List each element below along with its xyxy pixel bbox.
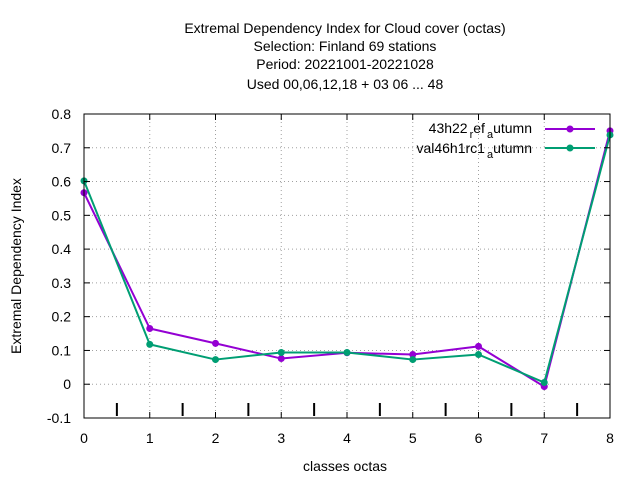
grid — [84, 114, 610, 418]
title-line-1: Extremal Dependency Index for Cloud cove… — [184, 20, 505, 36]
legend-label-2-main: val46h1rc1 — [416, 140, 485, 156]
series-2-point — [475, 350, 482, 358]
x-tick-label: 3 — [277, 430, 285, 446]
series-2-point — [212, 356, 219, 364]
y-tick-label: 0.5 — [52, 207, 72, 223]
legend-marker-2 — [566, 144, 574, 152]
chart-title: Extremal Dependency Index for Cloud cove… — [184, 20, 505, 92]
series-2-point — [343, 348, 351, 356]
x-tick-label: 0 — [80, 430, 88, 446]
y-tick-labels: -0.1 0 0.1 0.2 0.3 0.4 0.5 0.6 0.7 0.8 — [47, 106, 71, 426]
y-tick-label: 0.6 — [52, 174, 72, 190]
x-tick-label: 5 — [409, 430, 417, 446]
series-1-point — [212, 339, 219, 347]
series-1-point — [146, 324, 154, 332]
legend-label-2: val46h1rc1 autumn — [416, 140, 532, 161]
x-axis-label: classes octas — [303, 458, 387, 474]
y-tick-label: 0.4 — [52, 241, 72, 257]
legend-label-1-sub1: r — [470, 129, 474, 141]
x-tick-label: 2 — [212, 430, 220, 446]
title-line-2: Selection: Finland 69 stations — [254, 38, 437, 54]
x-tick-label: 8 — [606, 430, 614, 446]
x-tick-label: 7 — [540, 430, 548, 446]
legend-label-2-sub1: a — [487, 149, 494, 161]
y-tick-label: -0.1 — [47, 410, 71, 426]
y-tick-label: 0.3 — [52, 275, 72, 291]
series-1-point — [277, 355, 285, 363]
legend-label-1-end: utumn — [493, 120, 532, 136]
title-line-4: Used 00,06,12,18 + 03 06 ... 48 — [247, 76, 444, 92]
y-axis-label: Extremal Dependency Index — [8, 178, 24, 354]
legend-label-1-main: 43h22 — [429, 120, 468, 136]
legend: 43h22 ref autumn val46h1rc1 autumn — [416, 120, 595, 161]
legend-label-1-mid: ef — [473, 120, 485, 136]
y-tick-label: 0.2 — [52, 309, 72, 325]
y-tick-label: 0.8 — [52, 106, 72, 122]
x-tick-labels: 0 1 2 3 4 5 6 7 8 — [80, 430, 614, 446]
y-tick-label: 0.7 — [52, 140, 72, 156]
series-1-point — [475, 342, 482, 350]
series-1-point — [409, 350, 417, 358]
title-line-3: Period: 20221001-20221028 — [256, 56, 434, 72]
axis-ticks — [83, 113, 611, 419]
series-layer — [80, 127, 614, 391]
series-2-point — [277, 348, 285, 356]
legend-label-1-sub2: a — [487, 129, 494, 141]
x-tick-label: 1 — [146, 430, 154, 446]
class-separators — [115, 403, 579, 416]
x-tick-label: 6 — [475, 430, 483, 446]
x-tick-label: 4 — [343, 430, 351, 446]
y-tick-label: 0.1 — [52, 342, 72, 358]
legend-marker-1 — [566, 125, 574, 133]
series-2-point — [540, 379, 548, 387]
legend-label-1: 43h22 ref autumn — [429, 120, 532, 141]
y-tick-label: 0 — [63, 376, 71, 392]
legend-label-2-end: utumn — [493, 140, 532, 156]
series-2-point — [409, 356, 417, 364]
series-2-point — [146, 340, 154, 348]
